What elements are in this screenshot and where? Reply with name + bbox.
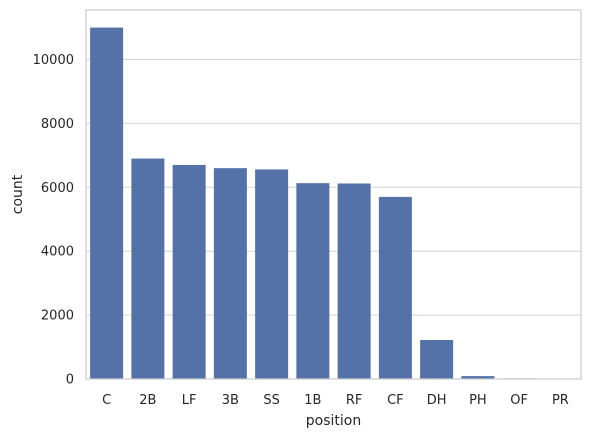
y-tick-label: 4000 xyxy=(41,245,74,260)
x-tick-label: PH xyxy=(469,393,487,408)
x-tick-label: PR xyxy=(552,393,569,408)
y-tick-label: 6000 xyxy=(41,181,74,196)
bar-2b xyxy=(131,159,164,379)
bar-dh xyxy=(420,340,453,379)
x-tick-label: RF xyxy=(346,393,363,408)
bars xyxy=(90,28,577,379)
y-axis-label: count xyxy=(10,174,26,214)
y-tick-label: 10000 xyxy=(33,53,74,68)
bar-3b xyxy=(214,168,247,379)
x-tick-label: 2B xyxy=(139,393,156,408)
x-tick-label: DH xyxy=(427,393,447,408)
y-tick-label: 2000 xyxy=(41,309,74,324)
y-tick-labels: 0 2000 4000 6000 8000 10000 xyxy=(33,53,74,387)
x-axis-label: position xyxy=(306,413,361,429)
x-tick-label: SS xyxy=(263,393,280,408)
bar-1b xyxy=(296,183,329,379)
x-tick-label: LF xyxy=(182,393,197,408)
y-tick-label: 8000 xyxy=(41,117,74,132)
bar-cf xyxy=(379,197,412,379)
bar-rf xyxy=(338,183,371,379)
x-tick-label: 1B xyxy=(304,393,321,408)
y-tick-label: 0 xyxy=(66,373,74,388)
bar-c xyxy=(90,28,123,379)
bar-lf xyxy=(173,165,206,379)
x-tick-label: 3B xyxy=(222,393,239,408)
x-tick-label: C xyxy=(102,393,111,408)
bar-ss xyxy=(255,169,288,379)
x-tick-labels: C 2B LF 3B SS 1B RF CF DH PH OF PR xyxy=(102,393,569,408)
x-tick-label: OF xyxy=(510,393,528,408)
x-tick-label: CF xyxy=(387,393,404,408)
